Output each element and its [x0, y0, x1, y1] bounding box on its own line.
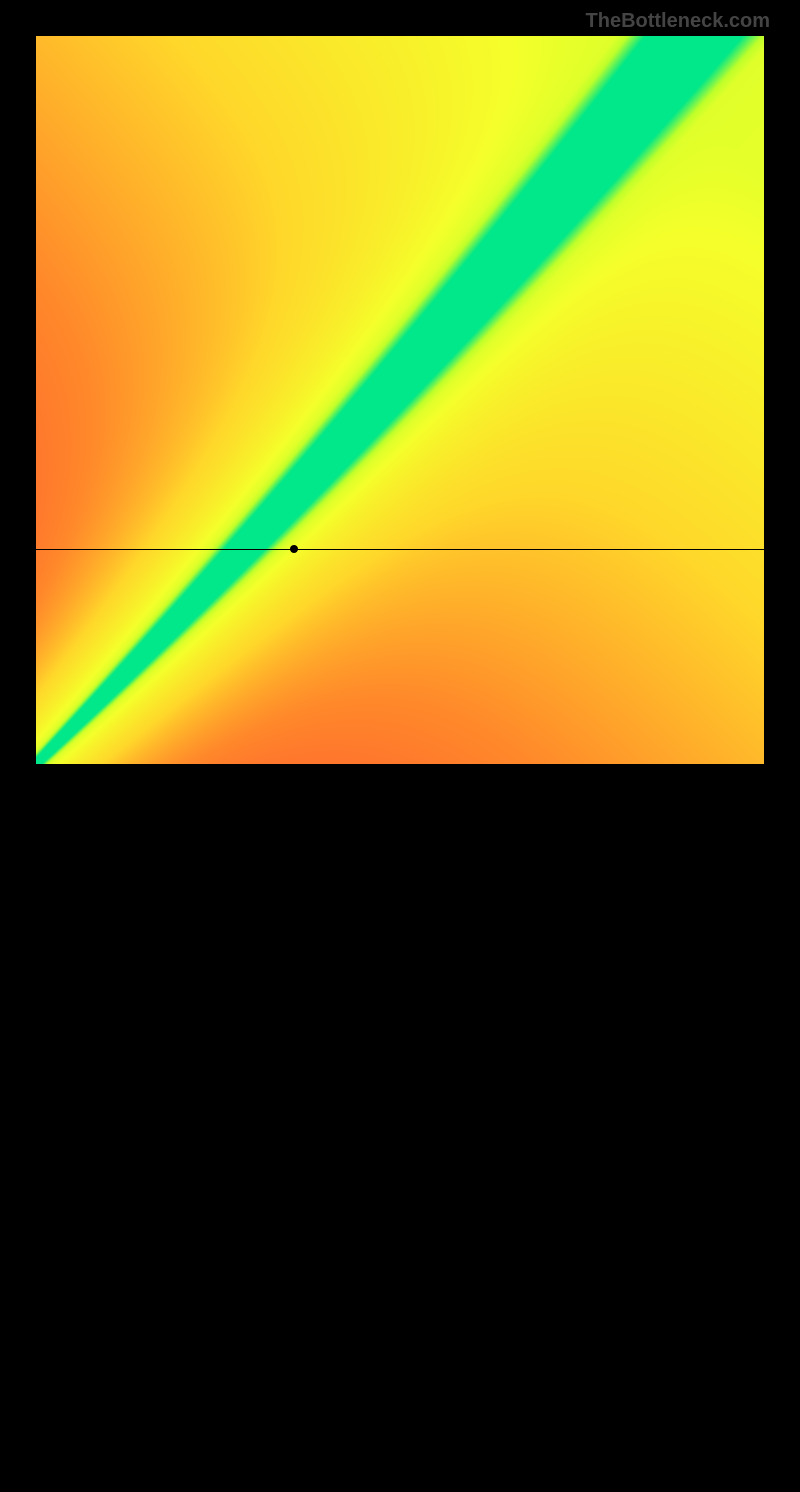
watermark-text: TheBottleneck.com	[586, 10, 770, 33]
heatmap-canvas	[36, 36, 764, 764]
crosshair-horizontal	[36, 549, 764, 550]
bottleneck-heatmap-plot	[36, 36, 764, 764]
data-point-marker	[290, 545, 298, 553]
crosshair-vertical	[294, 764, 295, 1492]
